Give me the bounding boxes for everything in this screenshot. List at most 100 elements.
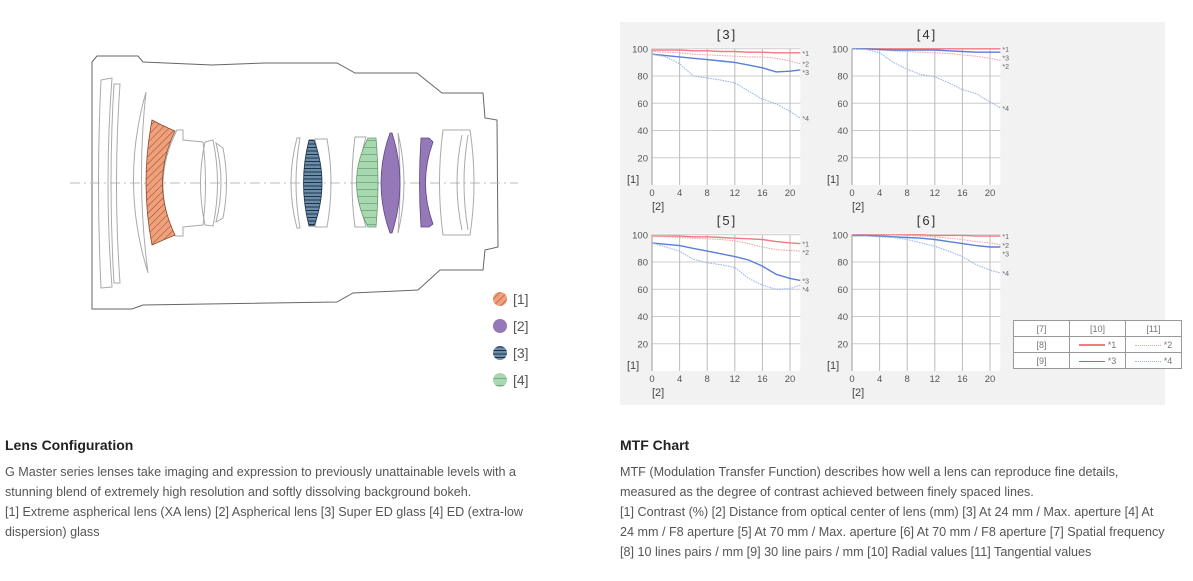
y-tick-label: 100 <box>832 230 848 241</box>
x-axis-label: [2] <box>652 387 664 399</box>
legend-line-swatch <box>1134 344 1161 346</box>
series-label: *4 <box>802 287 809 294</box>
x-tick-label: 16 <box>757 188 768 199</box>
x-tick-label: 12 <box>930 188 941 199</box>
x-tick-label: 0 <box>849 374 854 385</box>
series-line-s4 <box>651 53 801 119</box>
x-tick-label: 20 <box>985 374 996 385</box>
x-tick-label: 8 <box>705 188 710 199</box>
series-label: *3 <box>1002 251 1009 258</box>
chart-title: [4] <box>917 27 937 42</box>
series-label: *4 <box>802 116 809 123</box>
series-label: *2 <box>802 62 809 69</box>
y-tick-label: 80 <box>637 72 648 83</box>
chart-title: [3] <box>717 27 737 42</box>
lens-legend-label: [1] <box>513 291 529 307</box>
lens-config-description: G Master series lenses take imaging and … <box>5 462 535 542</box>
mtf-legend-line: [1] Contrast (%) [2] Distance from optic… <box>620 505 1165 559</box>
lens-config-legend-line: [1] Extreme aspherical lens (XA lens) [2… <box>5 505 523 539</box>
series-label: *2 <box>802 250 809 257</box>
series-line-s4 <box>851 48 1001 109</box>
plot-area <box>852 233 1001 371</box>
y-axis-label: [1] <box>627 360 639 372</box>
series-line-s3 <box>651 53 801 73</box>
x-tick-label: 12 <box>730 188 741 199</box>
legend-header: [11] <box>1125 320 1182 337</box>
series-label: *3 <box>1002 55 1009 62</box>
plain-lens-elements <box>98 77 475 289</box>
lens-configuration-diagram <box>70 55 518 387</box>
legend-line-swatch <box>1078 360 1105 362</box>
y-tick-label: 40 <box>637 312 648 323</box>
y-tick-label: 20 <box>637 153 648 164</box>
legend-series-name: *2 <box>1163 339 1173 350</box>
y-tick-label: 40 <box>837 312 848 323</box>
y-tick-label: 20 <box>637 339 648 350</box>
x-tick-label: 0 <box>849 188 854 199</box>
x-tick-label: 4 <box>877 188 882 199</box>
ed-element <box>356 137 379 228</box>
y-tick-label: 100 <box>632 230 648 241</box>
mtf-legend-table: [7] [10] [11] [8] *1 *2 [9] *3 *4 <box>1013 320 1182 369</box>
x-tick-label: 16 <box>957 374 968 385</box>
y-tick-label: 80 <box>637 258 648 269</box>
x-tick-label: 12 <box>930 374 941 385</box>
legend-series-name: *4 <box>1163 355 1173 366</box>
legend-swatch-xa <box>493 292 507 306</box>
series-line-s3 <box>852 48 1001 53</box>
legend-swatch-super-ed <box>493 346 507 360</box>
y-tick-label: 100 <box>632 44 648 55</box>
legend-tangential-10: *2 <box>1125 336 1182 353</box>
lens-legend-label: [4] <box>513 372 529 388</box>
series-label: *1 <box>1002 234 1009 241</box>
x-axis-label: [2] <box>852 201 864 213</box>
y-tick-label: 60 <box>637 285 648 296</box>
y-tick-label: 60 <box>637 99 648 110</box>
aspherical-element-1 <box>380 132 401 234</box>
legend-header: [7] <box>1013 320 1070 337</box>
x-tick-label: 8 <box>905 188 910 199</box>
y-axis-label: [1] <box>827 174 839 186</box>
series-line-s1 <box>652 235 801 245</box>
x-tick-label: 20 <box>785 374 796 385</box>
x-tick-label: 16 <box>957 188 968 199</box>
y-tick-label: 20 <box>837 339 848 350</box>
lens-config-paragraph: G Master series lenses take imaging and … <box>5 465 517 499</box>
plot-area <box>652 47 801 185</box>
chart-title: [6] <box>917 213 937 228</box>
series-label: *4 <box>1002 106 1009 113</box>
x-tick-label: 12 <box>730 374 741 385</box>
super-ed-element <box>303 139 323 227</box>
mtf-title: MTF Chart <box>620 437 690 453</box>
y-tick-label: 80 <box>837 72 848 83</box>
chart-title: [5] <box>717 213 737 228</box>
series-label: *2 <box>1002 243 1009 250</box>
series-label: *3 <box>802 70 809 77</box>
series-label: *1 <box>1002 47 1009 54</box>
series-label: *4 <box>1002 271 1009 278</box>
y-tick-label: 60 <box>837 99 848 110</box>
x-tick-label: 4 <box>677 374 682 385</box>
legend-swatch-ed <box>493 373 507 387</box>
y-axis-label: [1] <box>827 360 839 372</box>
x-tick-label: 8 <box>705 374 710 385</box>
y-tick-label: 60 <box>837 285 848 296</box>
legend-radial-30: *3 <box>1069 352 1126 369</box>
series-line-s2 <box>651 235 801 252</box>
series-label: *1 <box>802 242 809 249</box>
series-line-s3 <box>651 242 801 282</box>
x-tick-label: 20 <box>985 188 996 199</box>
mtf-paragraph: MTF (Modulation Transfer Function) descr… <box>620 465 1119 499</box>
series-line-s1 <box>652 49 801 54</box>
legend-line-swatch <box>1078 344 1105 347</box>
series-label: *2 <box>1002 64 1009 71</box>
legend-tangential-30: *4 <box>1125 352 1182 369</box>
legend-series-name: *3 <box>1107 355 1117 366</box>
plot-area <box>652 233 801 371</box>
lens-legend <box>493 292 507 387</box>
legend-row-label: [9] <box>1013 352 1070 369</box>
legend-line-swatch <box>1134 360 1161 362</box>
x-tick-label: 4 <box>677 188 682 199</box>
series-line-s2 <box>651 50 801 65</box>
y-tick-label: 100 <box>832 44 848 55</box>
